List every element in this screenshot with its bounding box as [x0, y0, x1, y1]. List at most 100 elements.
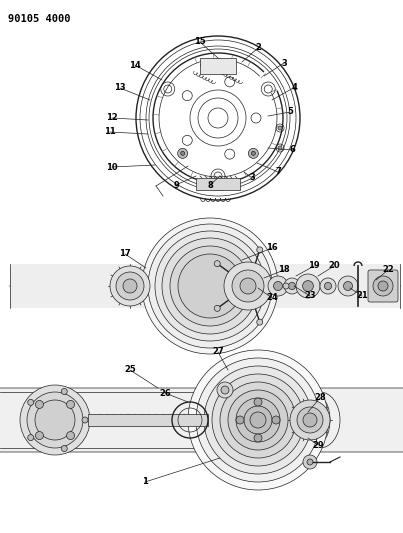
- Text: 16: 16: [266, 244, 278, 253]
- Text: 28: 28: [314, 393, 326, 402]
- Circle shape: [257, 247, 263, 253]
- Circle shape: [303, 455, 317, 469]
- Circle shape: [162, 238, 258, 334]
- Circle shape: [296, 274, 320, 298]
- Circle shape: [155, 231, 265, 341]
- Circle shape: [283, 283, 289, 289]
- Text: 25: 25: [124, 366, 136, 375]
- Circle shape: [290, 400, 330, 440]
- Circle shape: [61, 389, 67, 394]
- Bar: [196, 178, 240, 190]
- Circle shape: [66, 432, 75, 440]
- Circle shape: [232, 270, 264, 302]
- Circle shape: [217, 382, 233, 398]
- Text: 6: 6: [289, 146, 295, 155]
- Circle shape: [373, 276, 393, 296]
- Circle shape: [66, 400, 75, 408]
- Circle shape: [188, 350, 328, 490]
- Circle shape: [324, 282, 332, 289]
- Text: 22: 22: [382, 265, 394, 274]
- Circle shape: [303, 413, 317, 427]
- Text: 17: 17: [119, 249, 131, 259]
- Circle shape: [254, 434, 262, 442]
- Text: 3: 3: [281, 59, 287, 68]
- Circle shape: [274, 281, 283, 290]
- Text: 23: 23: [304, 292, 316, 301]
- Circle shape: [284, 278, 300, 294]
- Bar: [200, 58, 236, 74]
- Circle shape: [257, 319, 263, 325]
- Circle shape: [214, 261, 220, 266]
- Circle shape: [343, 281, 353, 290]
- FancyBboxPatch shape: [368, 270, 398, 302]
- Text: 4: 4: [292, 83, 298, 92]
- Text: 9: 9: [173, 181, 179, 190]
- Circle shape: [181, 151, 185, 155]
- Text: 27: 27: [212, 348, 224, 357]
- Circle shape: [268, 276, 288, 296]
- Circle shape: [272, 416, 280, 424]
- Circle shape: [228, 390, 288, 450]
- Circle shape: [250, 412, 266, 428]
- Circle shape: [378, 281, 388, 291]
- Circle shape: [28, 399, 34, 406]
- Circle shape: [221, 386, 229, 394]
- Circle shape: [35, 400, 75, 440]
- Circle shape: [236, 398, 280, 442]
- Text: 18: 18: [278, 265, 290, 274]
- Text: 1: 1: [142, 478, 148, 487]
- Circle shape: [148, 224, 272, 348]
- Circle shape: [248, 148, 258, 158]
- Text: 20: 20: [328, 262, 340, 271]
- Circle shape: [196, 358, 320, 482]
- Circle shape: [35, 432, 44, 440]
- Text: 8: 8: [207, 181, 213, 190]
- Circle shape: [224, 262, 272, 310]
- Circle shape: [212, 374, 304, 466]
- Text: 90105 4000: 90105 4000: [8, 14, 71, 24]
- Circle shape: [178, 148, 188, 158]
- Text: 26: 26: [159, 389, 171, 398]
- Text: 5: 5: [287, 108, 293, 117]
- Circle shape: [82, 417, 88, 423]
- Circle shape: [297, 407, 323, 433]
- Text: 13: 13: [114, 84, 126, 93]
- Circle shape: [142, 218, 278, 354]
- Circle shape: [170, 246, 250, 326]
- Text: 2: 2: [255, 44, 261, 52]
- Text: 7: 7: [275, 167, 281, 176]
- Text: 14: 14: [129, 61, 141, 69]
- Bar: [88, 414, 208, 426]
- Circle shape: [220, 382, 296, 458]
- Circle shape: [204, 366, 312, 474]
- Circle shape: [20, 385, 90, 455]
- Circle shape: [28, 434, 34, 441]
- Circle shape: [278, 126, 282, 130]
- Text: 15: 15: [194, 37, 206, 46]
- Circle shape: [116, 272, 144, 300]
- Circle shape: [123, 279, 137, 293]
- Circle shape: [27, 392, 83, 448]
- Circle shape: [214, 305, 220, 311]
- Circle shape: [307, 459, 313, 465]
- Circle shape: [244, 406, 272, 434]
- Circle shape: [278, 146, 282, 150]
- Circle shape: [240, 278, 256, 294]
- Circle shape: [110, 266, 150, 306]
- Circle shape: [35, 400, 44, 408]
- Circle shape: [289, 282, 295, 289]
- Text: 19: 19: [308, 262, 320, 271]
- FancyBboxPatch shape: [10, 264, 400, 308]
- Circle shape: [338, 276, 358, 296]
- Circle shape: [236, 416, 244, 424]
- Circle shape: [254, 398, 262, 406]
- Text: 21: 21: [356, 292, 368, 301]
- Circle shape: [320, 278, 336, 294]
- Text: 12: 12: [106, 114, 118, 123]
- Circle shape: [178, 254, 242, 318]
- Circle shape: [303, 280, 314, 292]
- Circle shape: [251, 151, 256, 155]
- Text: 3: 3: [249, 174, 255, 182]
- Text: 24: 24: [266, 294, 278, 303]
- Text: 11: 11: [104, 127, 116, 136]
